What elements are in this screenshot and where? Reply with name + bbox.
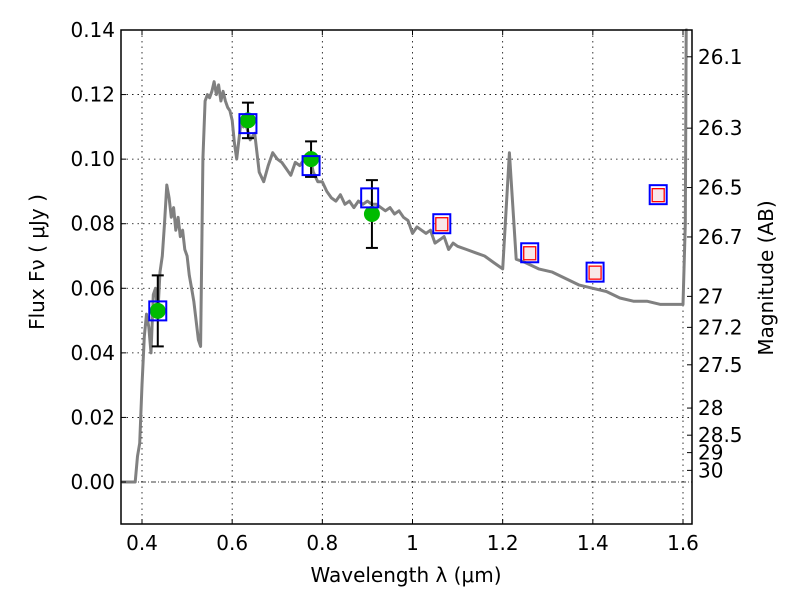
model-square-inner xyxy=(588,265,602,280)
x-tick-label: 0.4 xyxy=(126,531,158,555)
y-tick-label: 0.10 xyxy=(70,147,115,171)
model-square xyxy=(301,155,321,177)
model-square xyxy=(238,113,258,135)
y-tick-label: 0.08 xyxy=(70,212,115,236)
x-tick-label: 0.6 xyxy=(216,531,248,555)
right-tick-label: 27 xyxy=(698,284,723,308)
model-square xyxy=(360,187,380,209)
observed-point xyxy=(239,112,256,129)
x-tick-label: 1.4 xyxy=(577,531,609,555)
x-tick-label: 1.2 xyxy=(487,531,519,555)
observed-point xyxy=(303,151,320,168)
right-tick-label: 30 xyxy=(698,458,723,482)
right-tick-label: 26.7 xyxy=(698,225,743,249)
y-tick-label: 0.06 xyxy=(70,276,115,300)
model-square xyxy=(648,184,668,206)
model-square xyxy=(148,300,168,322)
x-tick-label: 1 xyxy=(406,531,419,555)
right-tick-label: 27.2 xyxy=(698,315,743,339)
y-tick-label: 0.00 xyxy=(70,470,115,494)
y-tick-label: 0.12 xyxy=(70,83,115,107)
model-spectrum xyxy=(121,28,688,484)
x-axis-ticks: 0.4 0.6 0.8 1 1.2 1.4 1.6 xyxy=(126,30,699,555)
model-square-inner xyxy=(523,246,537,261)
y-tick-label: 0.02 xyxy=(70,405,115,429)
observed-points xyxy=(149,112,380,319)
right-tick-label: 26.3 xyxy=(698,116,743,140)
right-tick-label: 28 xyxy=(698,396,723,420)
model-square xyxy=(585,261,605,283)
right-tick-label: 28.5 xyxy=(698,423,743,447)
model-square-inner xyxy=(651,188,665,203)
right-axis-label: Magnitude (AB) xyxy=(754,200,778,355)
observed-point xyxy=(149,302,166,319)
x-axis-label: Wavelength λ (μm) xyxy=(310,563,501,587)
model-squares xyxy=(148,113,668,322)
model-square-inner xyxy=(435,217,449,232)
plot-frame xyxy=(120,29,693,525)
y-axis-label: Flux Fν ( μJy ) xyxy=(25,194,49,330)
model-square xyxy=(432,213,452,235)
right-tick-label: 26.5 xyxy=(698,176,743,200)
observed-point xyxy=(363,206,380,223)
x-tick-label: 0.8 xyxy=(306,531,338,555)
y-tick-label: 0.14 xyxy=(70,18,115,42)
x-tick-label: 1.6 xyxy=(667,531,699,555)
y-tick-label: 0.04 xyxy=(70,341,115,365)
right-tick-label: 29 xyxy=(698,441,723,465)
model-square xyxy=(520,242,540,264)
right-tick-label: 27.5 xyxy=(698,353,743,377)
right-tick-label: 26.1 xyxy=(698,45,743,69)
y-axis-ticks: 0.00 0.02 0.04 0.06 0.08 0.10 0.12 0.14 xyxy=(70,18,126,494)
spectrum-line xyxy=(121,28,688,484)
